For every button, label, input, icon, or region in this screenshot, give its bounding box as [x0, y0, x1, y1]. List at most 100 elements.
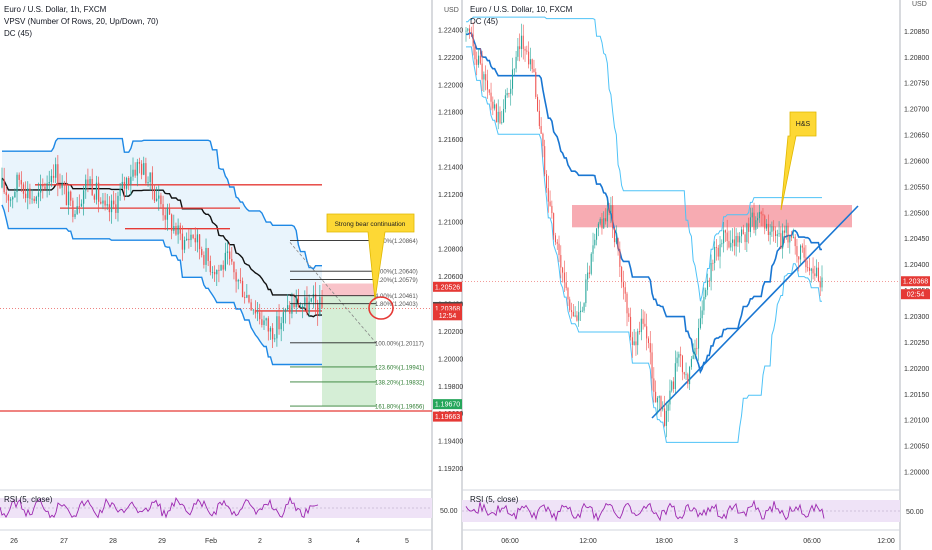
candle-body [102, 200, 104, 204]
candle-body [319, 296, 321, 315]
candle-body [12, 197, 14, 200]
time-tick: 5 [405, 538, 409, 545]
candle-body [469, 28, 471, 33]
candle-body [565, 282, 567, 289]
left-legend-symbol[interactable]: Euro / U.S. Dollar, 1h, FXCM [4, 5, 107, 14]
candle-body [753, 212, 755, 230]
resistance-zone[interactable] [462, 205, 900, 282]
candle-body [33, 198, 35, 202]
time-axis-left[interactable]: 26 27 28 29 Feb 2 3 4 5 [10, 538, 409, 545]
candle-body [143, 163, 145, 175]
candle-body [310, 298, 312, 302]
candle-body [621, 266, 623, 283]
candle-body [203, 255, 205, 265]
candle-body [483, 74, 485, 80]
candle-body [531, 59, 533, 70]
candle-body [714, 246, 716, 264]
candle-body [50, 175, 53, 183]
drawing-lines-left[interactable] [0, 184, 432, 412]
price-tick: 1.20600 [904, 158, 929, 165]
candle-body [46, 183, 48, 190]
candle-body [581, 310, 583, 312]
time-axis-right[interactable]: 06:00 12:00 18:00 3 06:00 12:00 [501, 538, 895, 545]
candle-body [57, 164, 59, 186]
left-legend-dc[interactable]: DC (45) [4, 29, 32, 38]
candle-body [216, 269, 218, 275]
right-rsi-label[interactable]: RSI (5, close) [470, 495, 519, 504]
candle-body [166, 207, 169, 220]
right-legend-symbol[interactable]: Euro / U.S. Dollar, 10, FXCM [470, 5, 573, 14]
hs-callout-text: H&S [796, 121, 811, 128]
candle-body [698, 327, 700, 349]
resistance-zone-rect [572, 205, 852, 228]
candle-body [286, 305, 289, 310]
candle-body [544, 146, 546, 175]
candle-body [799, 245, 802, 260]
candles-right [465, 22, 823, 438]
candle-body [254, 309, 257, 314]
candle-body [481, 63, 483, 80]
price-tick: 1.20650 [904, 133, 929, 140]
candle-body [140, 163, 143, 175]
candle-body [506, 93, 508, 96]
candle-body [751, 212, 753, 218]
candle-body [556, 242, 558, 244]
price-tick: 1.20000 [438, 356, 463, 363]
price-tick: 1.20750 [904, 81, 929, 88]
candle-body [297, 296, 300, 308]
candle-body [578, 312, 580, 321]
candle-body [302, 306, 304, 307]
drawing-lines-right[interactable] [466, 16, 859, 443]
price-tag-text: 02:54 [907, 292, 925, 299]
candle-body [22, 184, 25, 194]
candle-body [183, 240, 186, 250]
candle-body [615, 238, 617, 243]
time-tick: 3 [734, 538, 738, 545]
candle-body [594, 239, 596, 246]
candle-body [599, 218, 601, 224]
candles-left [1, 155, 323, 349]
candle-body [145, 163, 147, 184]
price-tag-bg [433, 281, 462, 292]
candle-body [317, 302, 319, 315]
left-rsi-label[interactable]: RSI (5, close) [4, 495, 53, 504]
dc-lower [466, 46, 822, 443]
candle-body [271, 328, 274, 340]
price-tag-text: 1.19663 [435, 414, 460, 421]
price-tick: 1.21600 [438, 137, 463, 144]
candle-body [186, 238, 188, 241]
candle-body [504, 95, 506, 110]
candle-body [495, 104, 497, 123]
candle-body [192, 234, 194, 239]
price-tick: 1.20250 [904, 340, 929, 347]
candle-body [87, 179, 89, 184]
price-axis-right[interactable]: 1.20850 1.20800 1.20750 1.20700 1.20650 1.206… [904, 29, 929, 477]
candle-body [728, 241, 730, 248]
left-legend-vpsv[interactable]: VPSV (Number Of Rows, 20, Up/Down, 70) [4, 17, 159, 26]
price-tick: 1.21800 [438, 110, 463, 117]
candle-body [769, 231, 771, 235]
candle-body [321, 296, 323, 308]
hs-callout[interactable]: H&S [780, 111, 817, 211]
candle-body [9, 199, 12, 201]
candle-body [567, 288, 569, 300]
candle-body [787, 225, 789, 243]
fibonacci-extension[interactable]: 0.00%(1.20864) 0.00%(1.20640) 8.20%(1.2057… [290, 239, 424, 411]
price-tick: 1.20400 [904, 262, 929, 269]
candle-body [778, 233, 780, 235]
fib-zone-circle[interactable] [368, 296, 394, 320]
candle-body [628, 313, 630, 317]
candle-body [246, 295, 248, 298]
price-tick: 1.20200 [438, 329, 463, 336]
candle-body [492, 101, 494, 109]
right-legend-dc[interactable]: DC (45) [470, 17, 498, 26]
candle-body [205, 247, 207, 265]
candle-body [125, 177, 128, 189]
candle-body [121, 181, 123, 189]
candle-body [633, 341, 635, 345]
strong-bear-callout[interactable]: Strong bear continuation [326, 213, 415, 301]
candle-body [160, 195, 162, 205]
candle-body [306, 297, 308, 313]
